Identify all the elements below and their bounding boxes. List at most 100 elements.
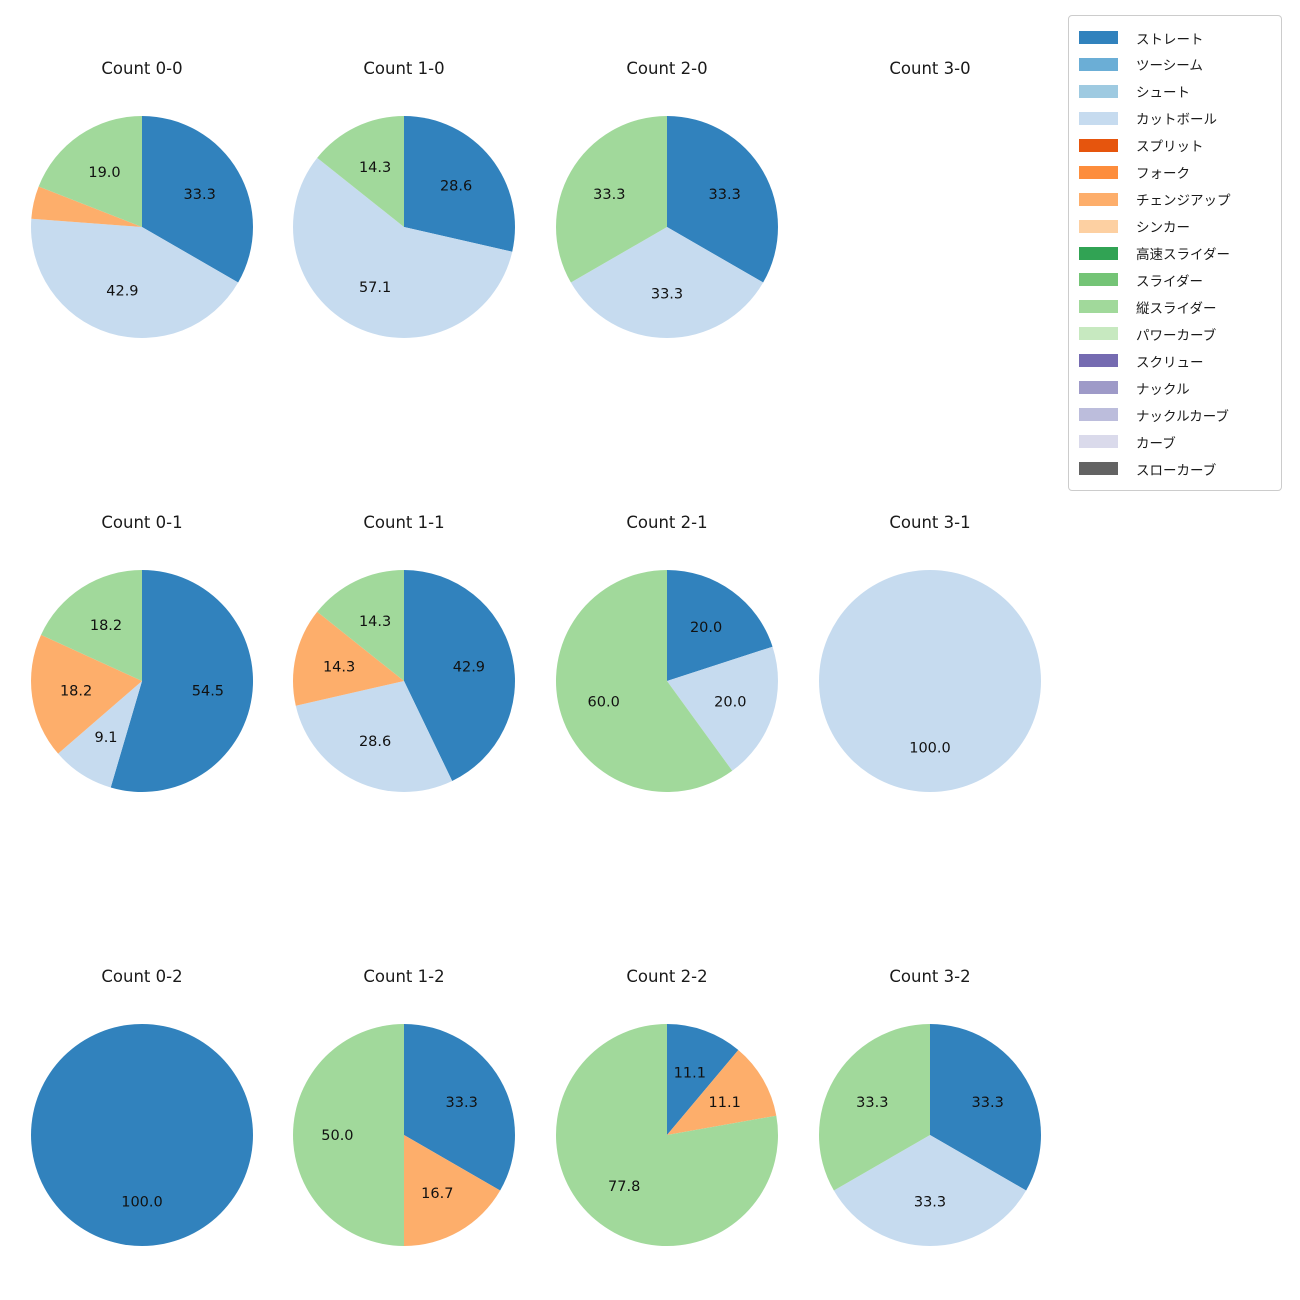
pie-count-0-0: 33.3 42.9 19.0	[31, 116, 253, 338]
slice-percent-label: 28.6	[440, 179, 472, 195]
pie-slice-縦スライダー	[41, 570, 142, 681]
legend-swatch	[1079, 84, 1118, 98]
pie-slice-縦スライダー	[38, 116, 142, 227]
pie-slice-カットボール	[58, 681, 142, 788]
slice-percent-label: 33.3	[914, 1195, 946, 1211]
legend-label: スライダー	[1136, 273, 1203, 290]
pie-slice-チェンジアップ	[31, 186, 143, 227]
slice-percent-label: 16.7	[421, 1186, 453, 1202]
legend-item-フォーク: フォーク	[1079, 160, 1271, 185]
chart-title-count-2-0: Count 2-0	[626, 59, 708, 78]
slice-percent-label: 77.8	[608, 1179, 640, 1195]
slice-percent-label: 11.1	[674, 1065, 706, 1081]
pie-slice-カットボール	[819, 570, 1041, 792]
slice-percent-label: 14.3	[323, 659, 355, 675]
slice-percent-label: 33.3	[593, 187, 625, 203]
legend-swatch	[1079, 192, 1118, 206]
pie-slice-縦スライダー	[555, 1024, 778, 1246]
chart-title-count-2-1: Count 2-1	[626, 513, 708, 532]
pie-count-1-0: 28.6 57.1 14.3	[292, 116, 516, 339]
slice-percent-label: 54.5	[192, 684, 224, 700]
legend-label: ツーシーム	[1136, 58, 1203, 75]
legend-item-ナックルカーブ: ナックルカーブ	[1079, 402, 1271, 427]
legend-label: フォーク	[1136, 166, 1190, 183]
legend-item-チェンジアップ: チェンジアップ	[1079, 187, 1271, 212]
chart-title-count-1-2: Count 1-2	[363, 967, 445, 986]
pie-slice-カットボール	[31, 218, 239, 338]
legend-swatch	[1079, 165, 1118, 179]
slice-percent-label: 42.9	[453, 659, 485, 675]
slice-percent-label: 50.0	[321, 1128, 353, 1144]
legend-swatch	[1079, 435, 1118, 449]
slice-percent-label: 33.3	[972, 1095, 1004, 1111]
pie-slice-縦スライダー	[317, 570, 404, 681]
pie-slice-チェンジアップ	[667, 1049, 777, 1135]
legend-item-スライダー: スライダー	[1079, 267, 1271, 292]
pie-slice-チェンジアップ	[292, 611, 404, 706]
slice-percent-label: 18.2	[60, 684, 92, 700]
legend-item-高速スライダー: 高速スライダー	[1079, 241, 1271, 266]
pie-count-0-2: 100.0	[31, 1024, 253, 1246]
legend-label: カーブ	[1136, 435, 1176, 452]
legend-label: ナックルカーブ	[1136, 408, 1229, 425]
slice-percent-label: 11.1	[709, 1095, 741, 1111]
legend-label: ナックル	[1136, 381, 1190, 398]
pie-count-1-1: 42.9 28.6 14.3 14.3	[292, 570, 515, 792]
chart-title-count-3-0: Count 3-0	[889, 59, 971, 78]
pie-slice-縦スライダー	[555, 116, 667, 283]
pie-count-0-1: 54.5 9.1 18.2 18.2	[31, 570, 254, 792]
legend-label: スローカーブ	[1136, 462, 1217, 479]
pie-slice-カットボール	[833, 1135, 1027, 1247]
slice-percent-label: 28.6	[359, 734, 391, 750]
pie-slice-縦スライダー	[293, 1024, 404, 1246]
legend-item-縦スライダー: 縦スライダー	[1079, 294, 1271, 319]
chart-title-count-3-2: Count 3-2	[889, 967, 971, 986]
legend-label: 高速スライダー	[1136, 247, 1230, 263]
legend-label: 縦スライダー	[1136, 300, 1217, 317]
slice-percent-label: 33.3	[446, 1095, 478, 1111]
pie-slice-チェンジアップ	[404, 1135, 501, 1246]
legend-swatch	[1079, 246, 1118, 260]
slice-percent-label: 100.0	[121, 1195, 163, 1211]
pie-count-2-0: 33.3 33.3 33.3	[555, 116, 779, 339]
legend-swatch	[1079, 462, 1118, 475]
chart-title-count-2-2: Count 2-2	[626, 967, 708, 986]
legend-label: パワーカーブ	[1136, 327, 1217, 344]
chart-title-count-1-1: Count 1-1	[363, 513, 445, 532]
legend-label: シンカー	[1136, 220, 1190, 237]
pie-slice-カットボール	[295, 681, 453, 792]
legend-label: シュート	[1136, 85, 1190, 102]
legend-item-スクリュー: スクリュー	[1079, 348, 1271, 373]
chart-title-count-0-1: Count 0-1	[101, 513, 183, 532]
legend-swatch	[1079, 138, 1118, 152]
legend-label: スプリット	[1136, 139, 1204, 156]
chart-title-count-0-2: Count 0-2	[101, 967, 183, 986]
pie-slice-カットボール	[292, 157, 513, 339]
legend-label: チェンジアップ	[1136, 193, 1231, 210]
pie-slice-ストレート	[142, 116, 253, 283]
slice-percent-label: 14.3	[359, 160, 391, 176]
legend-swatch	[1079, 381, 1118, 395]
pie-slice-ストレート	[404, 1024, 515, 1191]
slice-percent-label: 20.0	[714, 695, 746, 711]
chart-title-count-1-0: Count 1-0	[363, 59, 445, 78]
legend-item-シンカー: シンカー	[1079, 214, 1271, 239]
slice-percent-label: 19.0	[88, 165, 120, 181]
legend-swatch	[1079, 219, 1118, 233]
slice-percent-label: 33.3	[709, 187, 741, 203]
slice-percent-label: 33.3	[184, 187, 216, 203]
legend-swatch	[1079, 408, 1118, 422]
legend-swatch	[1079, 57, 1118, 71]
legend-item-カットボール: カットボール	[1079, 106, 1271, 131]
slice-percent-label: 57.1	[359, 280, 391, 296]
slice-percent-label: 33.3	[856, 1095, 888, 1111]
slice-percent-label: 9.1	[94, 730, 117, 746]
legend-item-スローカーブ: スローカーブ	[1079, 456, 1271, 481]
legend-label: スクリュー	[1136, 354, 1204, 371]
pie-count-3-1: 100.0	[819, 570, 1041, 792]
slice-percent-label: 33.3	[651, 287, 683, 303]
pie-slice-ストレート	[930, 1024, 1042, 1191]
pie-slice-ストレート	[667, 570, 773, 681]
legend-item-ツーシーム: ツーシーム	[1079, 52, 1271, 77]
pie-slice-ストレート	[667, 116, 779, 283]
